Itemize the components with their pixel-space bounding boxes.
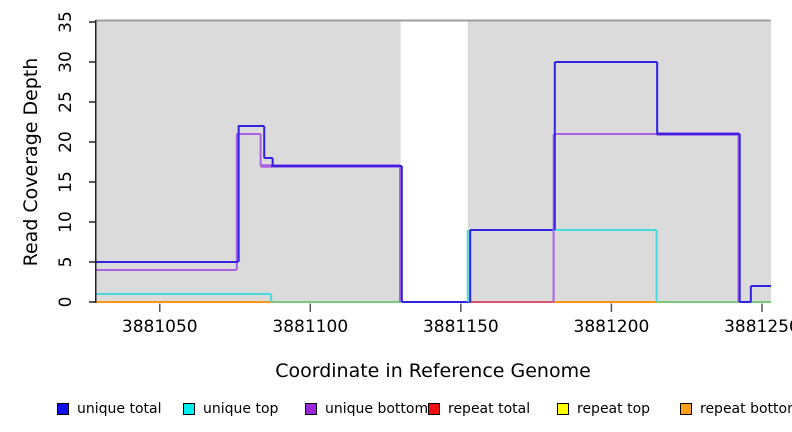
y-axis-title: Read Coverage Depth <box>20 57 42 267</box>
legend-swatch-icon <box>57 403 69 415</box>
y-tick-label: 35 <box>56 11 76 33</box>
y-tick-label: 25 <box>56 91 76 113</box>
legend-label: repeat bottom <box>700 401 792 417</box>
x-tick-label: 3881050 <box>121 317 198 337</box>
legend-item-unique-top: unique top <box>183 398 278 420</box>
y-tick-label: 20 <box>56 131 76 153</box>
y-tick-label: 15 <box>56 171 76 193</box>
covered-region-background <box>96 21 401 303</box>
legend: unique total unique top unique bottom repea… <box>0 398 792 424</box>
legend-label: unique top <box>203 401 279 417</box>
x-tick-label: 3881200 <box>573 317 650 337</box>
legend-swatch-icon <box>305 403 317 415</box>
legend-swatch-icon <box>428 403 440 415</box>
legend-label: repeat total <box>448 401 531 417</box>
legend-item-repeat-bottom: repeat bottom <box>680 398 792 420</box>
x-axis-title: Coordinate in Reference Genome <box>275 360 591 382</box>
y-tick-label: 0 <box>56 296 76 308</box>
x-tick-label: 3881150 <box>422 317 499 337</box>
legend-swatch-icon <box>183 403 195 415</box>
legend-label: unique bottom <box>325 401 429 417</box>
legend-swatch-icon <box>557 403 569 415</box>
legend-label: unique total <box>77 401 162 417</box>
covered-region-background <box>467 21 771 303</box>
y-tick-label: 30 <box>56 51 76 73</box>
y-tick-label: 5 <box>56 256 76 268</box>
legend-item-unique-total: unique total <box>57 398 161 420</box>
y-tick-label: 10 <box>56 211 76 233</box>
legend-label: repeat top <box>577 401 651 417</box>
legend-item-repeat-total: repeat total <box>428 398 530 420</box>
legend-swatch-icon <box>680 403 692 415</box>
x-tick-label: 3881100 <box>272 317 349 337</box>
legend-item-repeat-top: repeat top <box>557 398 650 420</box>
legend-item-unique-bottom: unique bottom <box>305 398 428 420</box>
